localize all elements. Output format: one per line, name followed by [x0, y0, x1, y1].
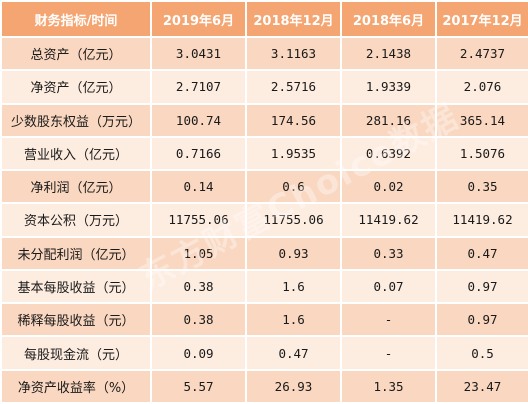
table-cell: 0.07: [340, 268, 437, 305]
table-cell: 2.7107: [150, 69, 247, 105]
header-2017-12: 2017年12月: [435, 0, 528, 38]
header-2018-12: 2018年12月: [245, 0, 342, 38]
table-row: 稀释每股收益（元） 0.38 1.6 - 0.97: [0, 302, 528, 338]
table-cell: 0.97: [435, 268, 528, 305]
table-row: 总资产（亿元） 3.0431 3.1163 2.1438 2.4737: [0, 35, 528, 72]
table-cell: 174.56: [245, 102, 342, 138]
header-row: 财务指标/时间 2019年6月 2018年12月 2018年6月 2017年12…: [0, 0, 528, 38]
table-row: 净资产收益率（%） 5.57 26.93 1.35 23.47: [0, 368, 528, 404]
row-label: 净资产收益率（%）: [0, 368, 152, 404]
table-row: 净资产（亿元） 2.7107 2.5716 1.9339 2.076: [0, 69, 528, 105]
table-cell: 26.93: [245, 368, 342, 404]
row-label: 少数股东权益（万元）: [0, 102, 152, 138]
table-cell: 5.57: [150, 368, 247, 404]
table-cell: 2.4737: [435, 35, 528, 72]
table-cell: 1.9339: [340, 69, 437, 105]
row-label: 净利润（亿元）: [0, 169, 152, 205]
table-cell: 0.6: [245, 169, 342, 205]
table-cell: 0.35: [435, 169, 528, 205]
table-cell: 11419.62: [435, 202, 528, 238]
row-label: 每股现金流（元）: [0, 335, 152, 371]
table-cell: 11419.62: [340, 202, 437, 238]
table-row: 基本每股收益（元） 0.38 1.6 0.07 0.97: [0, 268, 528, 305]
table-cell: 2.1438: [340, 35, 437, 72]
table-cell: 2.076: [435, 69, 528, 105]
table-cell: 23.47: [435, 368, 528, 404]
table-cell: -: [340, 335, 437, 371]
table-cell: 1.9535: [245, 135, 342, 172]
table-cell: 1.05: [150, 235, 247, 271]
table-cell: 0.93: [245, 235, 342, 271]
table-row: 少数股东权益（万元） 100.74 174.56 281.16 365.14: [0, 102, 528, 138]
table-cell: 11755.06: [245, 202, 342, 238]
table-cell: 0.33: [340, 235, 437, 271]
row-label: 未分配利润（亿元）: [0, 235, 152, 271]
row-label: 资本公积（万元）: [0, 202, 152, 238]
table-cell: 0.7166: [150, 135, 247, 172]
table-cell: -: [340, 302, 437, 338]
table-row: 营业收入（亿元） 0.7166 1.9535 0.6392 1.5076: [0, 135, 528, 172]
table-cell: 3.0431: [150, 35, 247, 72]
table-cell: 1.5076: [435, 135, 528, 172]
table-cell: 365.14: [435, 102, 528, 138]
row-label: 总资产（亿元）: [0, 35, 152, 72]
table-row: 净利润（亿元） 0.14 0.6 0.02 0.35: [0, 169, 528, 205]
table-cell: 11755.06: [150, 202, 247, 238]
table-row: 未分配利润（亿元） 1.05 0.93 0.33 0.47: [0, 235, 528, 271]
table-cell: 100.74: [150, 102, 247, 138]
row-label: 净资产（亿元）: [0, 69, 152, 105]
table-cell: 1.35: [340, 368, 437, 404]
table-cell: 0.38: [150, 268, 247, 305]
table-cell: 0.6392: [340, 135, 437, 172]
row-label: 基本每股收益（元）: [0, 268, 152, 305]
table-cell: 0.14: [150, 169, 247, 205]
table-cell: 0.47: [435, 235, 528, 271]
table-cell: 0.38: [150, 302, 247, 338]
table-cell: 0.09: [150, 335, 247, 371]
table-cell: 0.5: [435, 335, 528, 371]
table-row: 资本公积（万元） 11755.06 11755.06 11419.62 1141…: [0, 202, 528, 238]
table-cell: 0.02: [340, 169, 437, 205]
table-cell: 1.6: [245, 302, 342, 338]
table-cell: 281.16: [340, 102, 437, 138]
table-cell: 0.97: [435, 302, 528, 338]
table-cell: 3.1163: [245, 35, 342, 72]
header-2019-06: 2019年6月: [150, 0, 247, 38]
row-label: 营业收入（亿元）: [0, 135, 152, 172]
row-label: 稀释每股收益（元）: [0, 302, 152, 338]
header-2018-06: 2018年6月: [340, 0, 437, 38]
table-cell: 1.6: [245, 268, 342, 305]
table-cell: 2.5716: [245, 69, 342, 105]
table-cell: 0.47: [245, 335, 342, 371]
header-indicator-time: 财务指标/时间: [0, 0, 152, 38]
table-row: 每股现金流（元） 0.09 0.47 - 0.5: [0, 335, 528, 371]
